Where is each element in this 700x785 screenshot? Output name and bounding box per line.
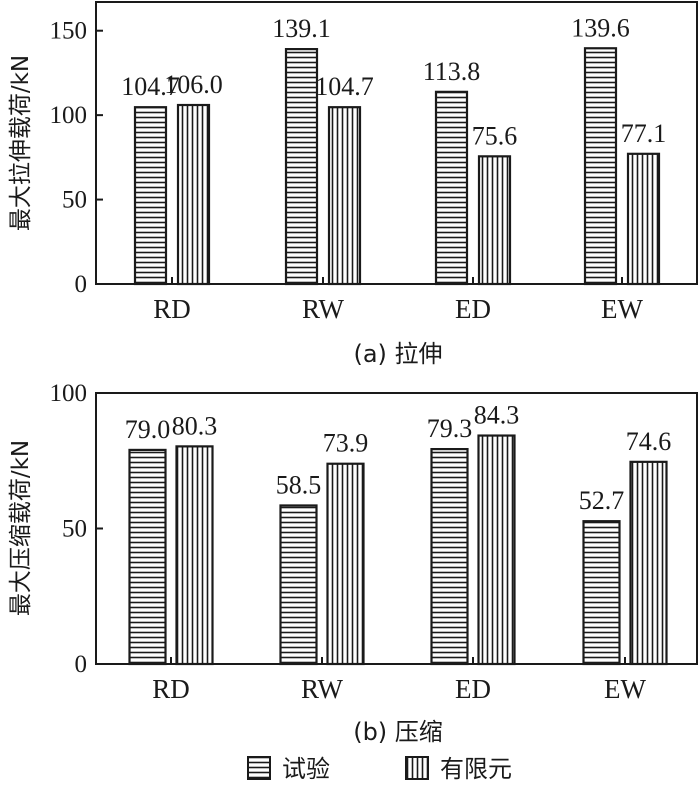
bar-test-ew [582,520,621,666]
bar-test-ed [434,90,469,286]
bar-test-rw [279,504,318,666]
bar-fem-ed [477,434,516,666]
y-tick-label: 150 [50,18,88,45]
y-tick-label: 0 [75,271,88,298]
x-category-label: ED [455,674,491,704]
bar-test-ed [430,447,469,666]
y-tick-label: 100 [50,102,88,129]
x-category-label: RW [301,674,344,704]
data-label: 84.3 [474,401,520,430]
bar-test-rd [133,106,168,286]
bar-fem-rw [327,106,362,286]
legend-swatch-fem [405,756,429,780]
data-label: 104.7 [121,72,180,101]
data-label: 139.1 [272,14,331,43]
panel-caption: (b) 压缩 [353,718,443,746]
data-label: 80.3 [172,411,218,440]
data-label: 79.3 [427,414,473,443]
bar-test-rd [128,448,167,666]
data-label: 113.8 [423,57,481,86]
bar-fem-ed [477,155,512,286]
plot-frame [95,392,698,665]
y-tick-label: 100 [50,380,88,407]
data-label: 104.7 [315,72,374,101]
legend: 试验 有限元 [247,755,512,783]
y-tick-label: 50 [62,187,87,214]
bar-fem-ew [626,152,661,286]
bar-fem-rd [175,445,214,666]
data-label: 77.1 [621,119,667,148]
data-label: 52.7 [579,486,625,515]
x-category-label: RD [153,294,191,324]
x-category-label: RD [152,674,190,704]
y-tick-label: 0 [75,651,88,678]
data-label: 139.6 [571,13,630,42]
data-label: 73.9 [323,429,369,458]
plot-frame [95,1,698,285]
legend-label-fem: 有限元 [440,755,512,783]
bar-fem-ew [629,460,668,666]
x-category-label: EW [601,294,643,324]
data-label: 75.6 [472,121,518,150]
panel-caption: (a) 拉伸 [353,340,442,368]
bar-fem-rw [326,462,365,666]
data-label: 74.6 [626,427,672,456]
y-axis-label: 最大拉伸载荷/kN [8,55,34,231]
data-label: 106.0 [164,70,223,99]
legend-label-test: 试验 [282,755,330,783]
x-category-label: ED [455,294,491,324]
y-tick-label: 50 [62,516,87,543]
x-category-label: RW [302,294,345,324]
bar-test-rw [284,48,319,286]
legend-swatch-test [247,756,271,780]
data-label: 79.0 [125,415,171,444]
y-axis-label: 最大压缩载荷/kN [8,440,34,616]
x-category-label: EW [604,674,646,704]
panel-a-tension: 0 50 100 150 RD RW ED EW 104.7 139.1 113.8 139.6 106… [8,1,698,368]
panel-b-compression: 0 50 100 RD RW ED EW 79.0 58.5 79.3 52.7 80.3 73.9 84… [8,380,698,746]
bar-fem-rd [176,103,211,286]
data-label: 58.5 [276,470,322,499]
bar-test-ew [583,47,618,286]
